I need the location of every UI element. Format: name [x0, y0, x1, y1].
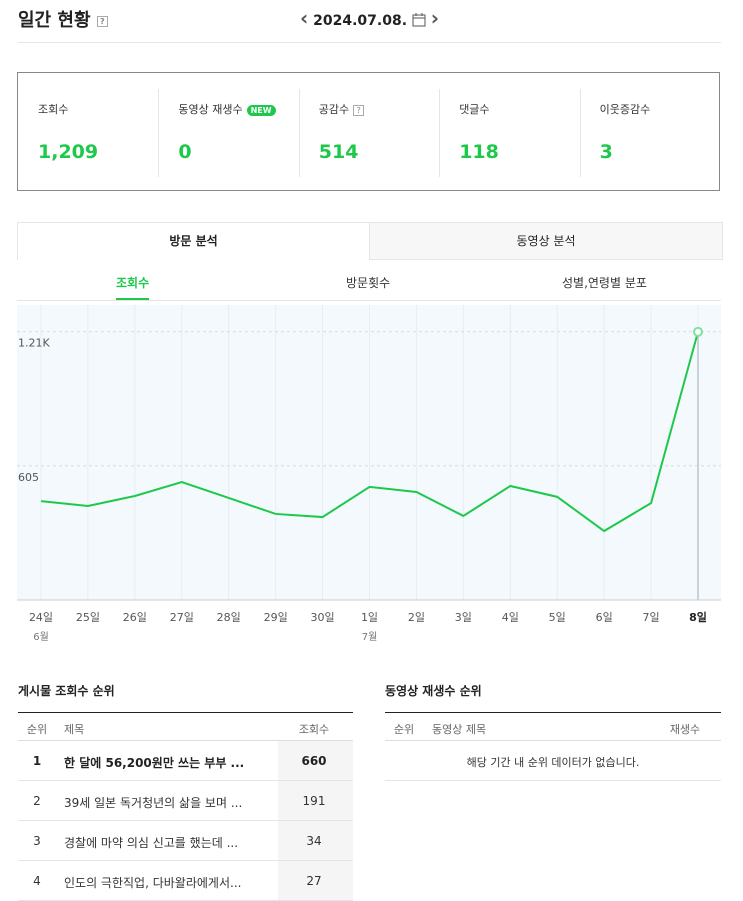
line [40, 331, 699, 533]
table-cell: 3 [33, 834, 41, 848]
table-header: 순위 [393, 723, 415, 736]
table-cell: 2 [33, 794, 41, 808]
tab[interactable]: 동영상 분석 [369, 222, 723, 260]
table-cell: 27 [306, 874, 322, 888]
row-line [18, 820, 353, 821]
ranking-table: 순위 제목 조회수 1 한 달에 56,200원만 쓰는 부부 ... 660 2 39세 일… [18, 712, 353, 901]
views-column-bg [278, 741, 353, 901]
page-title: 일간 현황 ? [18, 6, 108, 32]
x-tick-label: 28일 [217, 610, 241, 624]
stat-label: 이웃증감수 [600, 101, 651, 117]
prev-button[interactable]: ‹ [300, 6, 309, 30]
stat-value: 118 [459, 141, 499, 163]
table-cell: 경찰에 마약 의심 신고를 했는데 ... [64, 836, 239, 850]
new-badge: NEW [246, 105, 276, 116]
x-tick-label: 25일 [76, 610, 100, 624]
table-cell: 조회수 [298, 723, 330, 736]
next-button[interactable]: › [430, 6, 440, 30]
table-header: 동영상 제목 [432, 723, 487, 736]
row-line [385, 740, 721, 741]
label-text: 조회수 [38, 103, 69, 116]
x-tick-label: 2일 [408, 610, 425, 624]
x-tick-label: 4일 [502, 610, 519, 624]
date-nav: ‹ 2024.07.08. › [300, 6, 439, 30]
stat-label: 공감수? [318, 101, 365, 117]
x-tick-label: 24일 [29, 610, 53, 624]
help-icon[interactable]: ? [96, 15, 108, 27]
x-tick-label: 3일 [455, 610, 472, 624]
stat-label: 조회수 [38, 101, 68, 117]
column-divider [298, 89, 300, 177]
table-header: 재생수 [669, 723, 701, 736]
subtab[interactable]: 방문횟수 [346, 276, 391, 290]
divider [18, 42, 721, 43]
column-divider [439, 89, 441, 177]
tab-active[interactable]: 방문 분석 [17, 222, 370, 260]
month-label: 6월 [33, 631, 49, 643]
table-cell: 한 달에 56,200원만 쓰는 부부 ... [64, 756, 245, 770]
row-line [18, 860, 353, 861]
y-tick-label: 605 [18, 471, 39, 484]
divider [17, 300, 721, 301]
table-cell: 제목 [64, 723, 85, 736]
stats-box: 조회수 1,209 동영상 재생수 NEW 0 공감수? 514 댓글수 118 이웃증감수 3 [17, 72, 720, 191]
table-cell: 191 [302, 794, 326, 808]
y-tick-label: 1.21K [18, 337, 50, 350]
x-tick-label: 8일 [689, 610, 707, 624]
label-text: 동영상 재생수 [178, 103, 243, 116]
label-text: 공감수 [318, 103, 350, 116]
x-tick-label: 1일 [361, 610, 378, 624]
table-cell: 순위 [26, 723, 48, 736]
point [693, 326, 703, 337]
column-divider [158, 89, 160, 177]
label-text: 이웃증감수 [599, 103, 651, 116]
x-tick-label: 7일 [643, 610, 660, 624]
stat-value: 514 [318, 141, 359, 163]
stat-value: 0 [178, 141, 192, 163]
chart: 605 1.21K 24일 6월 25일 26일 27일 28일 29일 30일 1일 7월 2일 3일 4… [17, 305, 721, 643]
label-text: 댓글수 [459, 103, 490, 116]
empty-message: 해당 기간 내 순위 데이터가 없습니다. [466, 756, 640, 769]
table-cell: 4 [33, 874, 41, 888]
stat-label: 댓글수 [459, 101, 489, 117]
table-cell: 660 [301, 754, 327, 768]
subtab-active[interactable]: 조회수 [116, 274, 150, 300]
calendar-icon[interactable] [412, 13, 426, 27]
help-icon[interactable]: ? [353, 104, 365, 116]
table-cell: 34 [306, 834, 322, 848]
stat-label: 동영상 재생수 NEW [178, 101, 276, 117]
stat-value: 1,209 [38, 141, 99, 163]
date-text: 2024.07.08. [313, 13, 408, 29]
x-tick-label: 30일 [311, 610, 335, 624]
table-cell: 39세 일본 독거청년의 삶을 보며 ... [64, 796, 243, 810]
stat-value: 3 [599, 141, 613, 163]
x-tick-label: 26일 [123, 610, 147, 624]
x-tick-label: 5일 [549, 610, 566, 624]
month-label: 7월 [362, 631, 378, 643]
row-line [385, 780, 721, 781]
x-tick-label: 27일 [170, 610, 194, 624]
row-line [18, 780, 353, 781]
row-line [18, 740, 353, 741]
table-cell: 인도의 극한직업, 다바왈라에게서... [64, 876, 242, 890]
x-tick-label: 6일 [596, 610, 613, 624]
table-cell: 1 [32, 754, 42, 768]
title-text: 일간 현황 [18, 10, 91, 31]
section-title: 게시물 조회수 순위 [18, 684, 115, 698]
section-title: 동영상 재생수 순위 [385, 684, 482, 698]
column-divider [579, 89, 581, 177]
x-tick-label: 29일 [264, 610, 288, 624]
subtab[interactable]: 성별,연령별 분포 [562, 276, 647, 290]
